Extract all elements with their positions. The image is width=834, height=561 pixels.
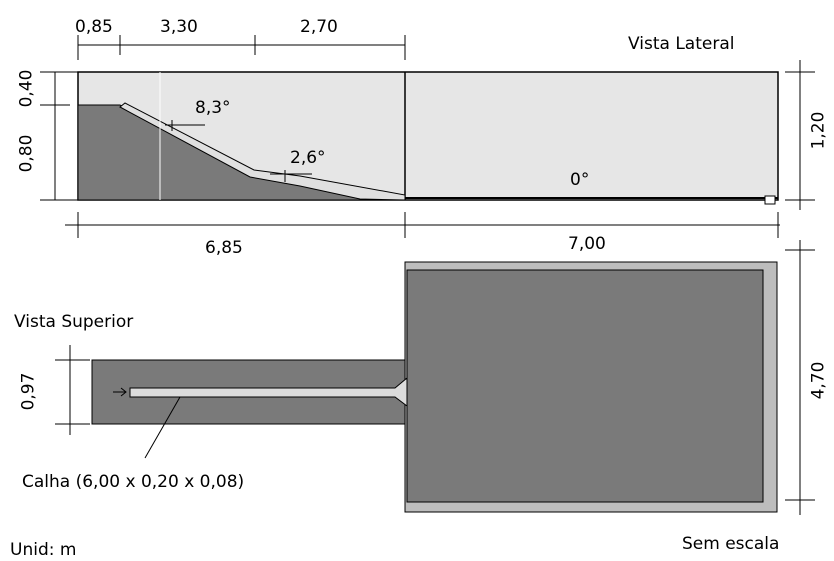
flow-arrow-icon — [113, 387, 127, 397]
dimension-top — [77, 35, 406, 60]
dimension-channel-width — [55, 345, 90, 435]
dimension-top-2-label: 3,30 — [160, 17, 198, 37]
dimension-right — [785, 60, 815, 210]
angle-slope-3-label: 0° — [570, 170, 590, 190]
dimension-basin-width-label: 4,70 — [808, 361, 829, 400]
angle-marker-1 — [165, 120, 205, 131]
side-view-outlet — [764, 195, 776, 205]
dimension-top-3-label: 2,70 — [300, 17, 338, 37]
dimension-channel-width-label: 0,97 — [18, 372, 39, 411]
top-view-basin-inner — [406, 269, 764, 503]
top-view-channel — [129, 376, 408, 407]
dimension-left-upper-label: 0,40 — [16, 69, 37, 108]
units-note: Unid: m — [10, 540, 77, 560]
angle-slope-2-label: 2,6° — [290, 148, 326, 168]
top-view — [55, 240, 815, 515]
scale-note: Sem escala — [682, 534, 780, 554]
dimension-left — [40, 71, 78, 201]
dimension-bottom-ramp-label: 6,85 — [205, 238, 243, 258]
channel-label: Calha (6,00 x 0,20 x 0,08) — [22, 472, 245, 492]
side-view-title: Vista Lateral — [628, 34, 735, 54]
angle-slope-1-label: 8,3° — [195, 98, 231, 118]
top-view-title: Vista Superior — [14, 312, 134, 332]
dimension-left-lower-label: 0,80 — [16, 134, 37, 173]
channel-leader-line — [144, 396, 181, 459]
dimension-bottom-basin-label: 7,00 — [568, 234, 606, 254]
dimension-right-height-label: 1,20 — [808, 111, 829, 150]
side-view — [40, 35, 815, 238]
dimension-top-1-label: 0,85 — [75, 17, 113, 37]
dimension-basin-width — [785, 240, 815, 515]
dimension-bottom — [65, 212, 780, 238]
angle-marker-2 — [270, 170, 312, 182]
